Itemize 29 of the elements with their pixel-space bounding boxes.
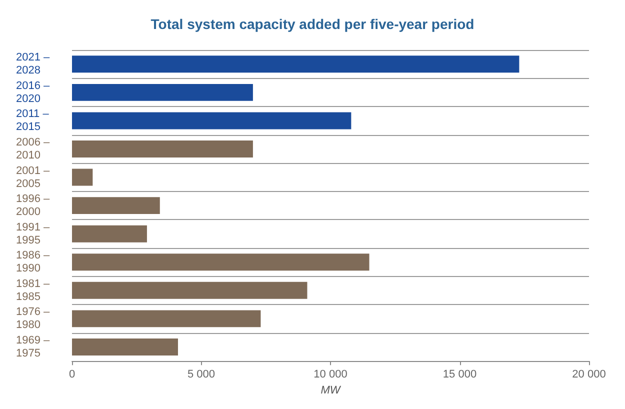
bar [72,84,253,101]
y-tick-label: 2011 – 2015 [16,108,50,134]
y-tick-label: 1981 – 1985 [16,278,51,303]
chart-title: Total system capacity added per five-year period [150,16,474,32]
x-tick-label: 10 000 [314,368,348,381]
bar [72,140,253,158]
bar [72,254,370,271]
y-tick-label: 1986 – 1990 [16,250,51,275]
x-tick-label: 15 000 [442,368,477,381]
bar [72,168,93,186]
bar [72,310,261,328]
y-tick-label: 2016 – 2020 [16,80,51,105]
y-tick-label: 2006 – 2010 [16,136,51,162]
y-tick-label: 1969 – 1975 [16,334,51,360]
x-axis-title: MW [320,384,342,396]
bar [72,225,147,242]
y-tick-label: 2021 – 2028 [16,52,51,77]
y-tick-label: 2001 – 2005 [16,164,51,190]
bar [72,338,178,356]
bar [72,197,160,214]
x-tick-label: 20 000 [572,368,606,381]
y-tick-label: 1996 – 2000 [16,193,51,218]
bar [72,56,520,73]
y-tick-label: 1976 – 1980 [16,306,51,332]
bar [72,282,308,299]
x-tick-label: 5 000 [187,368,216,381]
y-tick-label: 1991 – 1995 [16,221,51,246]
bar [72,112,352,130]
x-tick-label: 0 [68,368,76,381]
